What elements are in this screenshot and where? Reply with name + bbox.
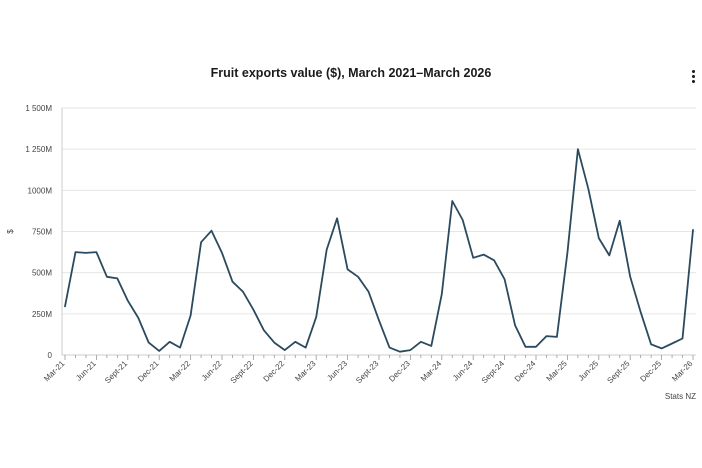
x-tick-label: Jun-25 bbox=[577, 359, 601, 383]
x-tick-label: Mar-24 bbox=[419, 359, 444, 384]
x-tick-label: Mar-22 bbox=[168, 359, 193, 384]
x-tick-label: Mar-26 bbox=[670, 359, 695, 384]
x-tick-label: Jun-24 bbox=[451, 359, 475, 383]
kebab-menu-icon[interactable] bbox=[686, 70, 700, 88]
x-tick-label: Jun-22 bbox=[200, 359, 224, 383]
y-axis-label: $ bbox=[6, 229, 15, 234]
x-tick-label: Dec-23 bbox=[387, 359, 412, 384]
chart-title: Fruit exports value ($), March 2021–Marc… bbox=[210, 66, 492, 80]
x-tick-label: Sept-25 bbox=[605, 359, 632, 386]
x-tick-label: Dec-25 bbox=[638, 359, 663, 384]
x-tick-label: Mar-23 bbox=[293, 359, 318, 384]
y-tick-label: 1 250M bbox=[25, 145, 52, 154]
x-tick-label: Sept-23 bbox=[354, 359, 381, 386]
y-tick-label: 0 bbox=[48, 351, 53, 360]
y-tick-label: 750M bbox=[32, 228, 52, 237]
x-tick-label: Mar-21 bbox=[42, 359, 67, 384]
y-tick-label: 500M bbox=[32, 269, 52, 278]
x-tick-label: Jun-21 bbox=[74, 359, 98, 383]
chart-credit: Stats NZ bbox=[665, 392, 696, 401]
x-tick-label: Dec-21 bbox=[136, 359, 161, 384]
y-tick-label: 1 500M bbox=[25, 104, 52, 113]
x-tick-label: Sept-24 bbox=[480, 359, 507, 386]
x-tick-label: Dec-22 bbox=[262, 359, 287, 384]
y-tick-label: 250M bbox=[32, 310, 52, 319]
series-line bbox=[64, 148, 694, 353]
y-tick-label: 1000M bbox=[28, 186, 53, 195]
x-tick-label: Sept-22 bbox=[229, 359, 256, 386]
x-tick-label: Mar-25 bbox=[545, 359, 570, 384]
x-tick-label: Dec-24 bbox=[513, 359, 538, 384]
x-tick-label: Sept-21 bbox=[103, 359, 130, 386]
x-tick-label: Jun-23 bbox=[325, 359, 349, 383]
